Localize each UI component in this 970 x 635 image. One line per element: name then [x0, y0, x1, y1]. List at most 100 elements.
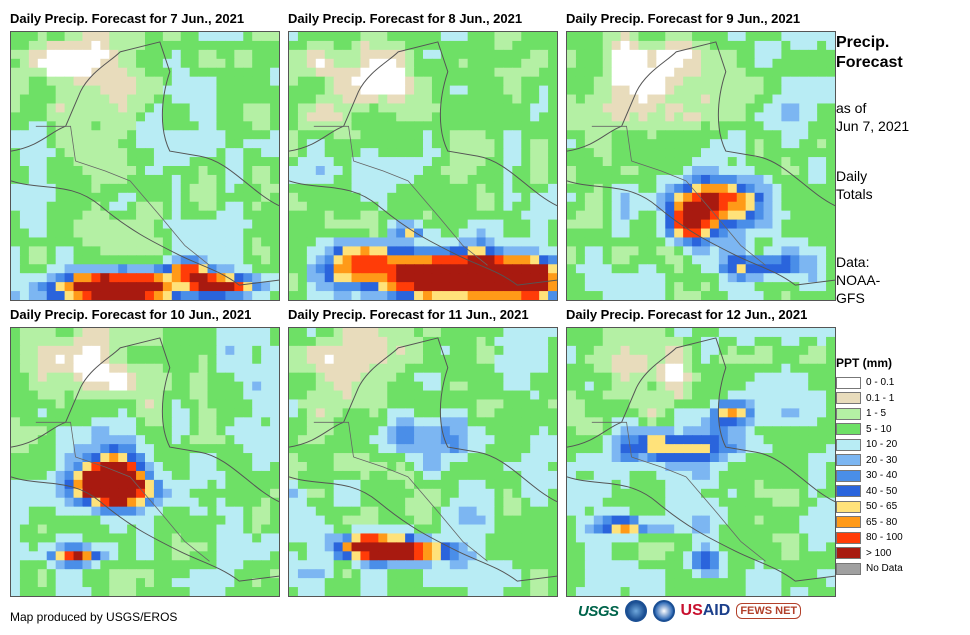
precip-cell: [180, 237, 191, 247]
precip-cell: [772, 390, 782, 400]
precip-cell: [772, 372, 782, 383]
precip-cell: [91, 255, 101, 265]
precip-cell: [718, 399, 729, 409]
precip-cell: [396, 121, 406, 131]
precip-cell: [306, 524, 317, 534]
precip-cell: [449, 533, 460, 543]
precip-cell: [315, 470, 326, 481]
precip-cell: [620, 85, 631, 96]
precip-cell: [808, 426, 818, 436]
precip-cell: [638, 210, 648, 221]
precip-cell: [261, 40, 271, 51]
precip-cell: [423, 67, 433, 78]
precip-cell: [55, 40, 66, 51]
precip-cell: [19, 453, 30, 463]
precip-cell: [91, 192, 101, 203]
precip-cell: [64, 560, 75, 570]
precip-cell: [656, 49, 666, 60]
precip-cell: [118, 479, 128, 490]
precip-cell: [503, 183, 513, 194]
precip-cell: [458, 192, 469, 203]
precip-cell: [55, 219, 66, 230]
precip-cell: [647, 192, 657, 203]
precip-cell: [180, 408, 191, 418]
precip-cell: [270, 201, 279, 212]
precip-cell: [485, 524, 495, 534]
precip-cell: [315, 58, 326, 69]
precip-cell: [297, 542, 308, 552]
precip-cell: [145, 130, 155, 140]
precip-cell: [37, 479, 48, 490]
precip-cell: [539, 587, 549, 596]
precip-cell: [387, 103, 397, 113]
precip-cell: [548, 399, 557, 409]
precip-cell: [153, 166, 164, 176]
precip-cell: [674, 273, 684, 283]
precip-cell: [46, 264, 57, 274]
precip-cell: [11, 67, 21, 78]
precip-cell: [476, 435, 487, 445]
precip-cell: [647, 139, 657, 149]
precip-cell: [136, 569, 146, 579]
precip-cell: [180, 399, 191, 409]
precip-cell: [638, 49, 648, 60]
coastline: [567, 41, 835, 286]
precip-cell: [342, 103, 353, 113]
precip-cell: [530, 210, 540, 221]
precip-cell: [243, 130, 253, 140]
precip-cell: [351, 578, 361, 588]
precip-cell: [539, 58, 549, 69]
precip-cell: [55, 435, 66, 445]
precip-cell: [611, 345, 622, 356]
precip-cell: [243, 67, 253, 78]
precip-cell: [216, 32, 226, 42]
precip-cell: [306, 444, 317, 454]
precip-cell: [405, 103, 415, 113]
precip-cell: [207, 291, 217, 300]
precip-cell: [378, 32, 388, 42]
precip-cell: [567, 228, 577, 238]
precip-cell: [701, 32, 711, 42]
precip-cell: [28, 533, 39, 543]
precip-cell: [261, 103, 271, 113]
precip-cell: [46, 273, 57, 283]
precip-cell: [593, 390, 604, 400]
precip-cell: [234, 479, 244, 490]
precip-cell: [799, 219, 809, 230]
precip-cell: [11, 372, 21, 383]
precip-cell: [46, 578, 57, 588]
precip-cell: [306, 148, 317, 158]
precip-cell: [656, 157, 666, 167]
precip-cell: [234, 85, 244, 96]
precip-cell: [530, 174, 540, 185]
precip-cell: [754, 264, 765, 274]
precip-cell: [521, 408, 531, 418]
precip-cell: [431, 533, 442, 543]
precip-cell: [306, 192, 317, 203]
precip-cell: [360, 354, 370, 365]
precip-cell: [387, 336, 397, 347]
precip-cell: [360, 328, 370, 338]
precip-cell: [396, 435, 406, 445]
precip-cell: [449, 148, 460, 158]
precip-cell: [826, 192, 835, 203]
precip-cell: [162, 345, 173, 356]
precip-cell: [153, 336, 164, 347]
precip-cell: [503, 228, 513, 238]
precip-cell: [289, 246, 299, 256]
precip-cell: [423, 533, 433, 543]
precip-cell: [817, 417, 827, 427]
precip-cell: [396, 336, 406, 347]
precip-cell: [180, 85, 191, 96]
precip-cell: [503, 578, 513, 588]
precip-cell: [216, 40, 226, 51]
precip-cell: [55, 76, 66, 87]
precip-cell: [548, 264, 557, 274]
precip-cell: [136, 506, 146, 517]
precip-cell: [55, 399, 66, 409]
precip-cell: [638, 453, 648, 463]
precip-cell: [64, 569, 75, 579]
precip-cell: [297, 479, 308, 490]
precip-cell: [252, 372, 262, 383]
precip-cell: [234, 130, 244, 140]
